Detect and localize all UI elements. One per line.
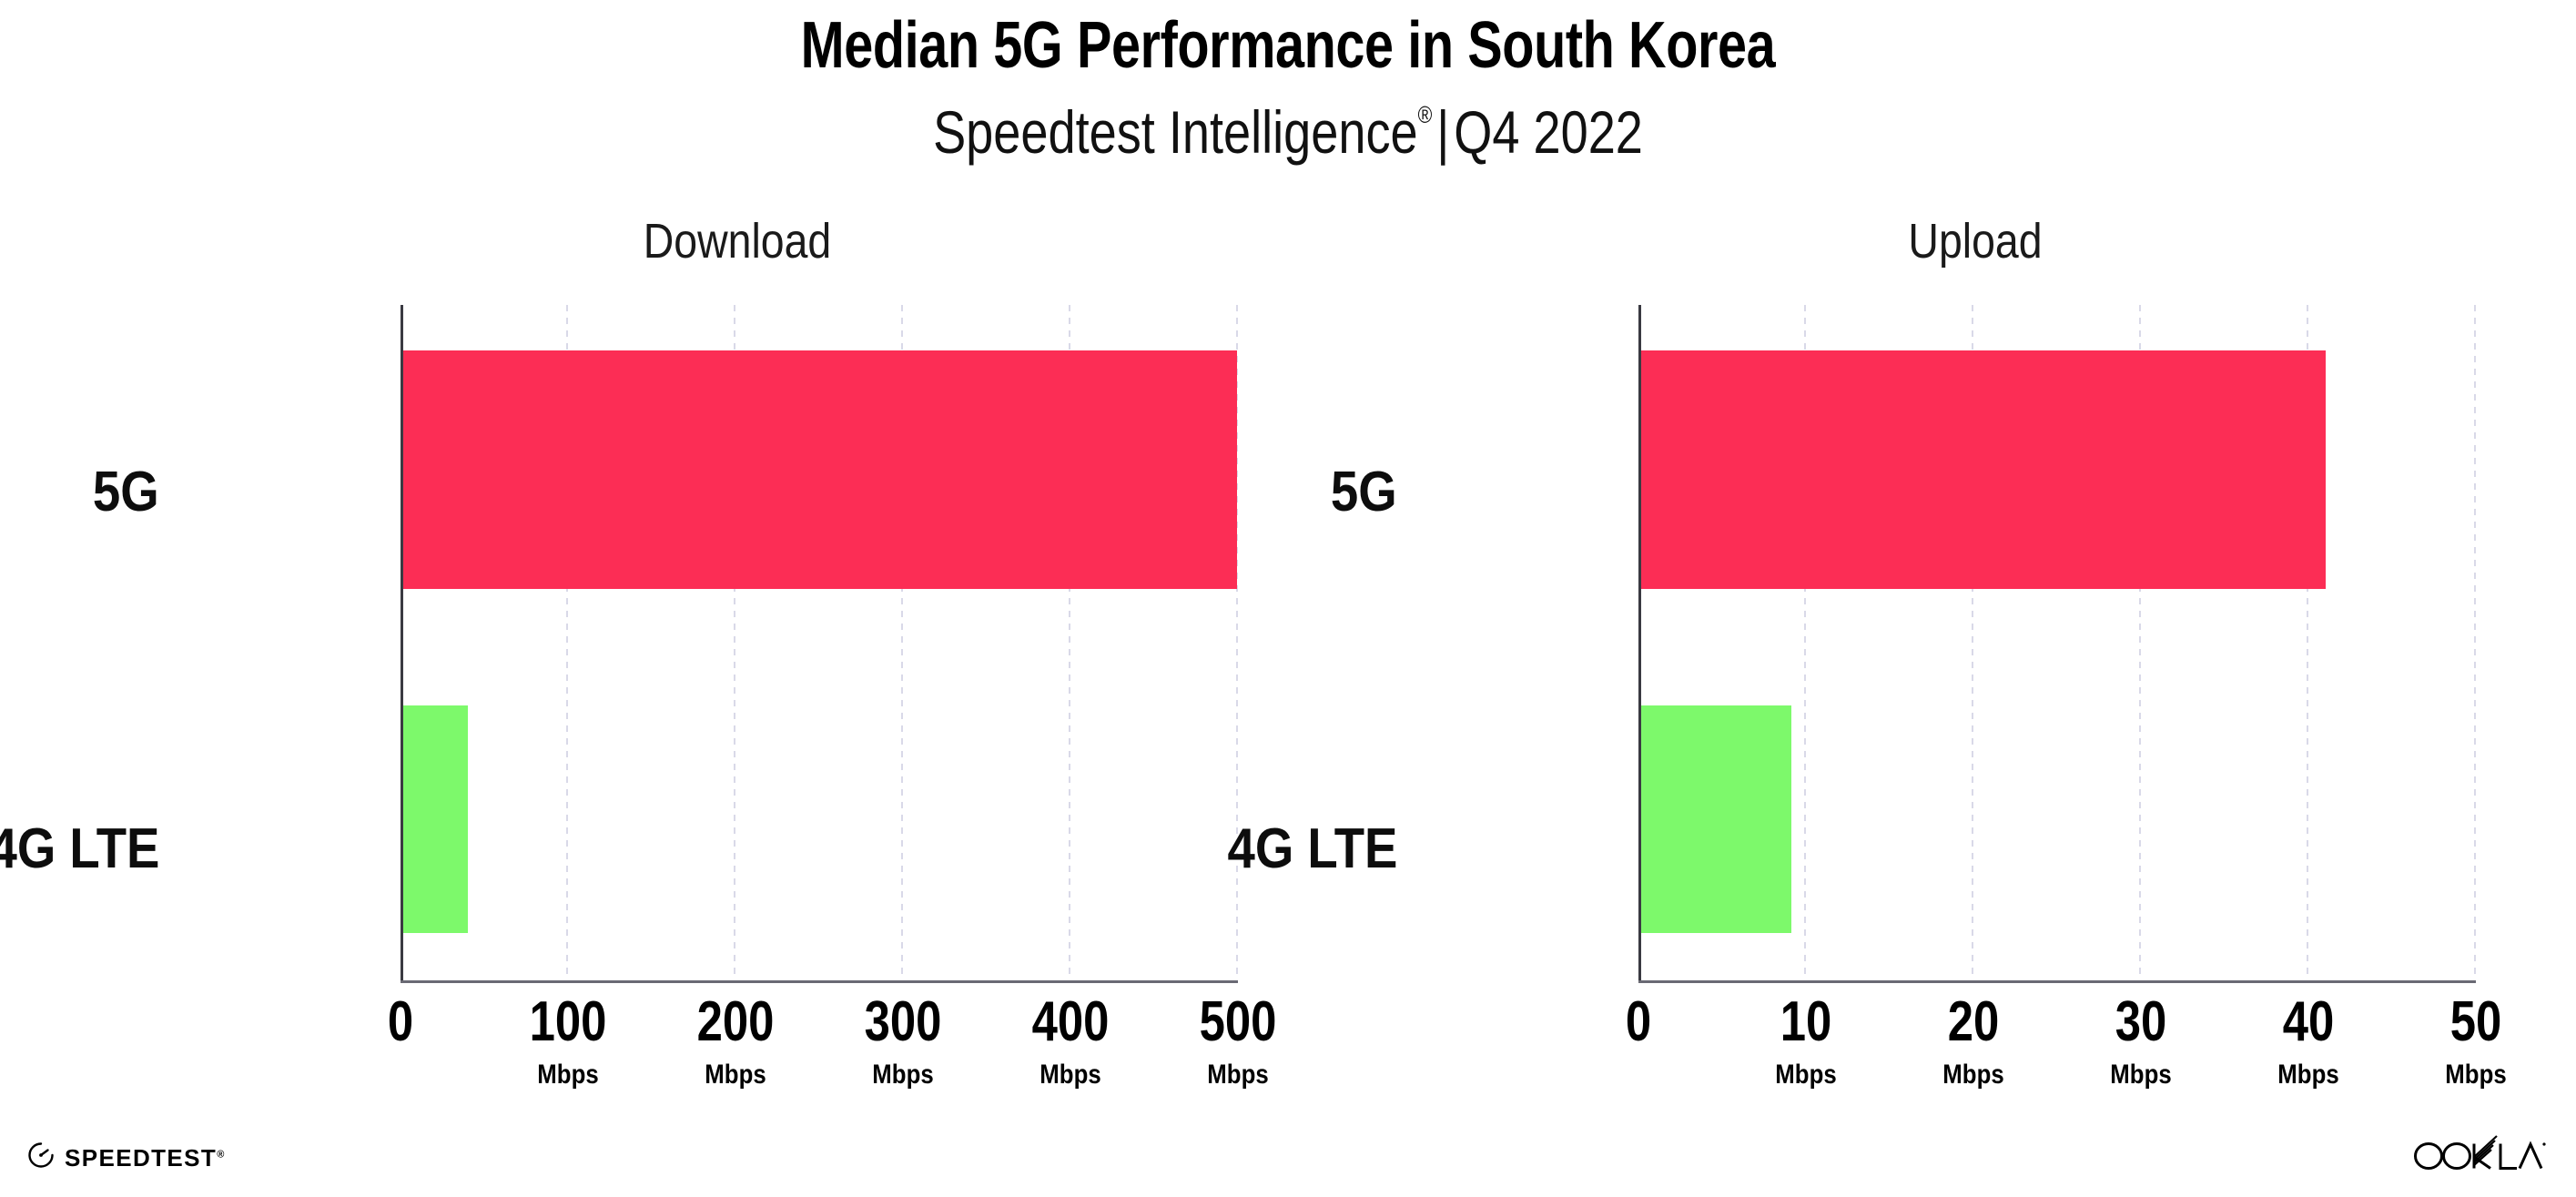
tick-label: 500 <box>1199 990 1277 1053</box>
gridline <box>1236 305 1238 983</box>
gridline <box>734 305 735 983</box>
tick-label: 200 <box>696 990 775 1053</box>
category-label-4glte-download: 4G LTE <box>0 817 159 880</box>
page-title: Median 5G Performance in South Korea <box>800 9 1776 82</box>
plot-area-upload <box>1638 305 2476 983</box>
gridline <box>1972 305 1973 983</box>
tick-unit: Mbps <box>537 1060 599 1090</box>
tick-unit: Mbps <box>872 1060 934 1090</box>
tick-label: 100 <box>529 990 607 1053</box>
tick-unit: Mbps <box>1207 1060 1269 1090</box>
x-axis-line-download <box>401 980 1238 983</box>
gridline <box>2474 305 2476 983</box>
y-axis-line-download <box>401 305 403 983</box>
tick-label: 40 <box>2282 990 2335 1053</box>
tick-label: 50 <box>2449 990 2502 1053</box>
panel-upload: Upload 5G 4G LTE 0 Mbps 10 Mbps 20 <box>1227 209 2530 1089</box>
tick-label: 0 <box>387 990 414 1053</box>
tick-unit: Mbps <box>2277 1060 2339 1090</box>
bar-4glte-upload <box>1639 705 1791 933</box>
chart-panels: Download 5G 4G LTE 0 Mbps 100 Mbps <box>0 209 2576 1089</box>
gridline <box>2139 305 2141 983</box>
registered-trademark-icon: ® <box>217 1148 226 1160</box>
tick-unit: Mbps <box>705 1060 766 1090</box>
registered-trademark-icon: ® <box>1417 101 1433 128</box>
category-label-4glte-upload: 4G LTE <box>1227 817 1397 880</box>
gridline <box>566 305 568 983</box>
gridline <box>1069 305 1070 983</box>
x-ticks-upload: 0 Mbps 10 Mbps 20 Mbps 30 Mbps 40 Mbps 5… <box>1626 990 2507 1094</box>
subtitle-period: Q4 2022 <box>1454 98 1643 166</box>
speedtest-wordmark: SPEEDTEST® <box>65 1143 226 1172</box>
tick-unit: Mbps <box>2110 1060 2172 1090</box>
plot-area-download <box>401 305 1238 983</box>
gridline <box>1804 305 1806 983</box>
gridline <box>2307 305 2308 983</box>
ookla-k-icon <box>2410 1132 2547 1177</box>
speedtest-logo: SPEEDTEST® <box>27 1141 226 1173</box>
x-ticks-download: 0 Mbps 100 Mbps 200 Mbps 300 Mbps 400 Mb… <box>388 990 1277 1094</box>
bar-5g-upload <box>1639 350 2326 589</box>
tick-label: 0 <box>1625 990 1652 1053</box>
tick-label: 20 <box>1947 990 2000 1053</box>
tick-unit: Mbps <box>1942 1060 2004 1090</box>
tick-label: 30 <box>2115 990 2167 1053</box>
bar-4glte-download <box>401 705 468 933</box>
speedometer-icon <box>27 1141 55 1173</box>
tick-label: 400 <box>1031 990 1110 1053</box>
category-label-5g-download: 5G <box>93 461 159 523</box>
y-axis-line-upload <box>1638 305 1641 983</box>
tick-label: 10 <box>1780 990 1832 1053</box>
panel-download: Download 5G 4G LTE 0 Mbps 100 Mbps <box>0 209 1293 1089</box>
chart-subtitle: Speedtest Intelligence®|Q4 2022 <box>232 102 2345 162</box>
tick-unit: Mbps <box>2445 1060 2507 1090</box>
gridline <box>901 305 903 983</box>
x-axis-line-upload <box>1638 980 2476 983</box>
tick-label: 300 <box>864 990 942 1053</box>
category-label-5g-upload: 5G <box>1331 461 1397 523</box>
bar-5g-download <box>401 350 1237 589</box>
subtitle-separator: | <box>1436 98 1450 166</box>
subtitle-brand: Speedtest Intelligence <box>933 98 1418 166</box>
ookla-logo <box>2410 1132 2547 1177</box>
tick-unit: Mbps <box>1775 1060 1837 1090</box>
chart-header: Median 5G Performance in South Korea Spe… <box>0 0 2576 162</box>
tick-unit: Mbps <box>1040 1060 1101 1090</box>
panel-title-upload: Upload <box>1908 214 2043 269</box>
panel-title-download: Download <box>643 214 832 269</box>
